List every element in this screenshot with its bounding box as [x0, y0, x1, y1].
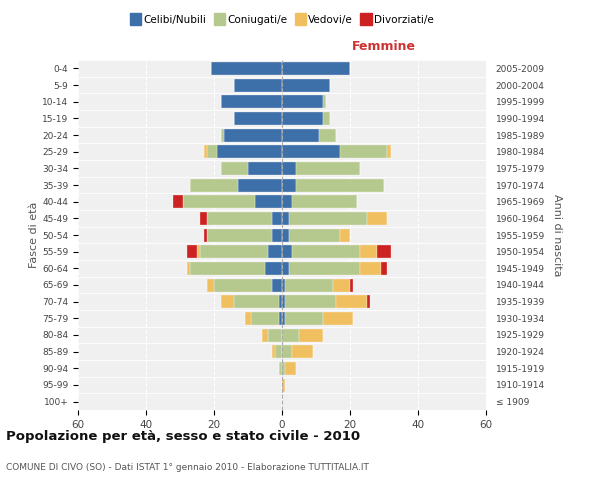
- Bar: [286, 295, 337, 308]
- Bar: [367, 295, 370, 308]
- Bar: [282, 145, 340, 158]
- Text: Popolazione per età, sesso e stato civile - 2010: Popolazione per età, sesso e stato civil…: [6, 430, 360, 443]
- Bar: [289, 262, 360, 275]
- Bar: [278, 362, 282, 375]
- Bar: [388, 145, 391, 158]
- Bar: [190, 178, 238, 192]
- Bar: [238, 178, 282, 192]
- Bar: [292, 195, 357, 208]
- Bar: [268, 245, 282, 258]
- Bar: [296, 178, 384, 192]
- Bar: [282, 62, 350, 75]
- Bar: [289, 228, 340, 241]
- Bar: [211, 62, 282, 75]
- Legend: Celibi/Nubili, Coniugati/e, Vedovi/e, Divorziati/e: Celibi/Nubili, Coniugati/e, Vedovi/e, Di…: [126, 11, 438, 30]
- Y-axis label: Fasce di età: Fasce di età: [29, 202, 39, 268]
- Bar: [262, 328, 268, 342]
- Bar: [272, 212, 282, 225]
- Bar: [221, 162, 248, 175]
- Bar: [272, 345, 275, 358]
- Bar: [337, 295, 367, 308]
- Bar: [340, 145, 388, 158]
- Bar: [296, 162, 360, 175]
- Bar: [282, 162, 296, 175]
- Bar: [187, 262, 190, 275]
- Bar: [282, 378, 286, 392]
- Bar: [282, 212, 289, 225]
- Bar: [204, 145, 207, 158]
- Bar: [245, 312, 251, 325]
- Bar: [286, 278, 333, 291]
- Bar: [282, 178, 296, 192]
- Bar: [319, 128, 337, 141]
- Bar: [268, 328, 282, 342]
- Bar: [272, 278, 282, 291]
- Text: COMUNE DI CIVO (SO) - Dati ISTAT 1° gennaio 2010 - Elaborazione TUTTITALIA.IT: COMUNE DI CIVO (SO) - Dati ISTAT 1° genn…: [6, 462, 369, 471]
- Bar: [377, 245, 391, 258]
- Bar: [272, 228, 282, 241]
- Bar: [207, 212, 272, 225]
- Bar: [282, 112, 323, 125]
- Bar: [197, 245, 200, 258]
- Bar: [214, 278, 272, 291]
- Bar: [360, 245, 377, 258]
- Bar: [207, 145, 217, 158]
- Bar: [282, 195, 292, 208]
- Bar: [282, 278, 286, 291]
- Bar: [286, 312, 323, 325]
- Bar: [275, 345, 282, 358]
- Bar: [187, 245, 197, 258]
- Bar: [360, 262, 380, 275]
- Bar: [221, 95, 282, 108]
- Bar: [323, 95, 326, 108]
- Bar: [292, 245, 360, 258]
- Bar: [380, 262, 388, 275]
- Bar: [235, 295, 278, 308]
- Bar: [282, 128, 319, 141]
- Bar: [282, 345, 292, 358]
- Bar: [207, 278, 214, 291]
- Bar: [200, 245, 268, 258]
- Bar: [184, 195, 255, 208]
- Bar: [235, 78, 282, 92]
- Bar: [235, 112, 282, 125]
- Bar: [282, 245, 292, 258]
- Y-axis label: Anni di nascita: Anni di nascita: [551, 194, 562, 276]
- Bar: [265, 262, 282, 275]
- Bar: [255, 195, 282, 208]
- Bar: [282, 312, 286, 325]
- Bar: [282, 295, 286, 308]
- Bar: [323, 112, 329, 125]
- Bar: [221, 295, 235, 308]
- Text: Femmine: Femmine: [352, 40, 416, 53]
- Bar: [292, 345, 313, 358]
- Bar: [173, 195, 184, 208]
- Bar: [299, 328, 323, 342]
- Bar: [217, 145, 282, 158]
- Bar: [204, 228, 207, 241]
- Bar: [282, 362, 286, 375]
- Bar: [333, 278, 350, 291]
- Bar: [340, 228, 350, 241]
- Bar: [248, 162, 282, 175]
- Bar: [224, 128, 282, 141]
- Bar: [282, 95, 323, 108]
- Bar: [289, 212, 367, 225]
- Bar: [190, 262, 265, 275]
- Bar: [282, 78, 329, 92]
- Bar: [221, 128, 224, 141]
- Bar: [367, 212, 388, 225]
- Bar: [282, 262, 289, 275]
- Bar: [286, 362, 296, 375]
- Bar: [251, 312, 278, 325]
- Bar: [278, 295, 282, 308]
- Bar: [200, 212, 207, 225]
- Bar: [282, 328, 299, 342]
- Bar: [282, 228, 289, 241]
- Bar: [278, 312, 282, 325]
- Bar: [207, 228, 272, 241]
- Bar: [350, 278, 353, 291]
- Bar: [323, 312, 353, 325]
